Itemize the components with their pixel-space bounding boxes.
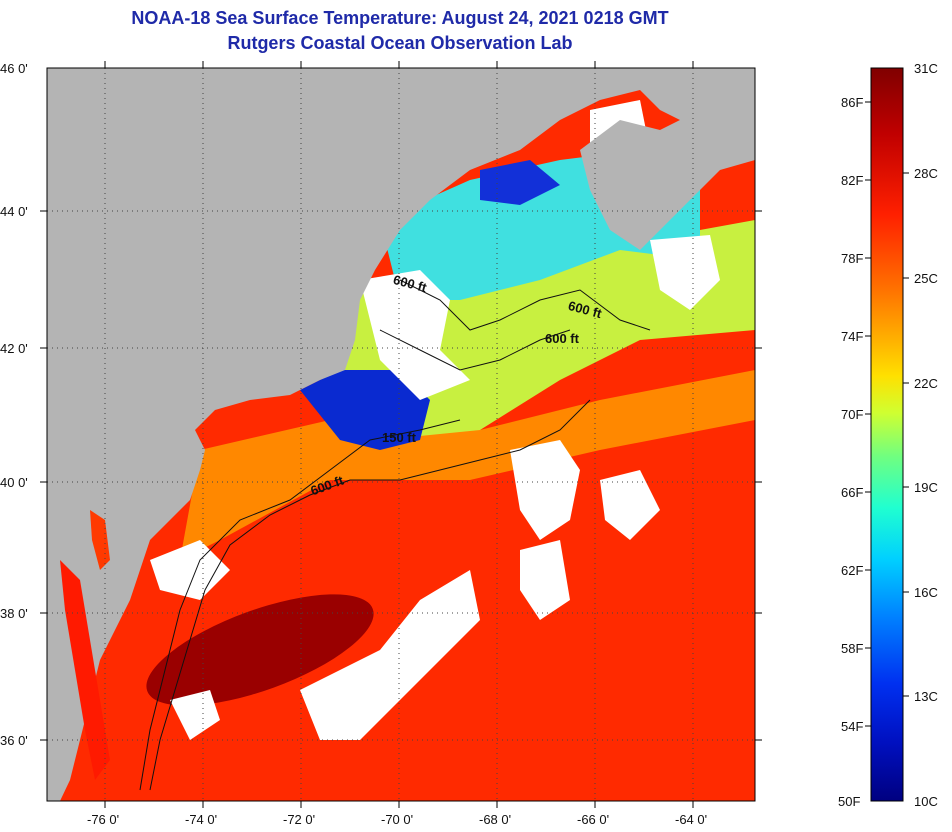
- colorbar-f-label: 66F: [841, 485, 864, 500]
- chesapeake-bay: [60, 560, 110, 780]
- contour-label: 150 ft: [382, 430, 416, 445]
- lon-label: -64 0': [675, 812, 708, 827]
- cloud-5: [650, 235, 720, 310]
- lon-label: -68 0': [479, 812, 512, 827]
- land-mainland: [47, 68, 755, 801]
- colorbar-c-label: 10C: [914, 794, 938, 809]
- cloud-8: [150, 540, 230, 600]
- contour-150ft: [139, 419, 461, 791]
- ocean-warm-core: [146, 594, 374, 706]
- lat-label: 44 0': [0, 204, 28, 219]
- cloud-10: [170, 690, 220, 740]
- axis-ticks: [40, 61, 762, 808]
- contour-label: 600 ft: [545, 331, 579, 346]
- contour-600ft: [149, 399, 591, 791]
- colorbar-c-label: 13C: [914, 689, 938, 704]
- delaware-bay: [90, 510, 110, 570]
- lon-label: -74 0': [185, 812, 218, 827]
- colorbar-f-label: 74F: [841, 329, 864, 344]
- colorbar-c-label: 25C: [914, 271, 938, 286]
- map-subtitle: Rutgers Coastal Ocean Observation Lab: [227, 33, 573, 53]
- lat-label: 36 0': [0, 733, 28, 748]
- colorbar-f-label: 86F: [841, 95, 864, 110]
- lat-label: 38 0': [0, 606, 28, 621]
- colorbar-c-label: 28C: [914, 166, 938, 181]
- colorbar-f-label: 54F: [841, 719, 864, 734]
- ocean-cold-2: [480, 160, 560, 205]
- colorbar-f-label: 82F: [841, 173, 864, 188]
- lat-lon-grid: [47, 68, 755, 801]
- colorbar-f-label: 78F: [841, 251, 864, 266]
- land-nova-scotia: [580, 100, 755, 250]
- cloud-2: [300, 570, 480, 740]
- colorbar-c-label: 16C: [914, 585, 938, 600]
- map-frame: [46, 67, 756, 802]
- ocean-cold-1: [300, 370, 430, 450]
- lat-label: 40 0': [0, 475, 28, 490]
- colorbar-c-label: 22C: [914, 376, 938, 391]
- lat-label: 46 0': [0, 61, 28, 76]
- lon-label: -66 0': [577, 812, 610, 827]
- colorbar-f-label: 62F: [841, 563, 864, 578]
- lat-label: 42 0': [0, 341, 28, 356]
- ocean-orange: [180, 370, 755, 560]
- contour-gom-2: [379, 329, 571, 371]
- cloud-4: [520, 540, 570, 620]
- colorbar-c-label: 19C: [914, 480, 938, 495]
- colorbar-f-label: 50F: [838, 794, 861, 809]
- colorbar-c-label: 31C: [914, 61, 938, 76]
- colorbar-f-label: 58F: [841, 641, 864, 656]
- cloud-3: [510, 440, 580, 540]
- lon-label: -70 0': [381, 812, 414, 827]
- lon-label: -76 0': [87, 812, 120, 827]
- map-title: NOAA-18 Sea Surface Temperature: August …: [131, 8, 669, 28]
- cloud-9: [600, 470, 660, 540]
- colorbar-f-label: 70F: [841, 407, 864, 422]
- lon-label: -72 0': [283, 812, 316, 827]
- colorbar: [870, 67, 904, 802]
- colorbar-ticks: [865, 101, 909, 727]
- contour-gom: [399, 279, 651, 331]
